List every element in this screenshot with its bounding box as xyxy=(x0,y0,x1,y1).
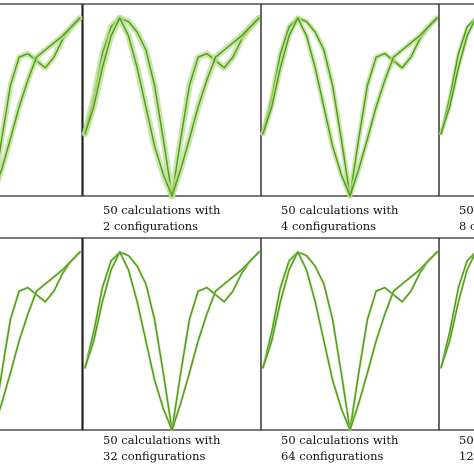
series-2-line xyxy=(262,251,438,431)
panel-5: ons with xyxy=(0,237,83,431)
panel-caption-line1: 50 xyxy=(459,203,474,217)
panel-frame xyxy=(438,237,474,431)
series-1-line xyxy=(440,252,474,369)
panel-frame xyxy=(0,3,83,197)
panel-3: 50 calculations with 4 configurations xyxy=(260,3,440,233)
panel-caption-line1: 50 xyxy=(459,433,474,447)
series-1-line xyxy=(0,251,81,389)
panel-caption-line1: 50 calculations with xyxy=(281,433,399,447)
panel-7: 50 calculations with 64 configurations xyxy=(260,237,440,463)
series-2-spread xyxy=(439,253,474,369)
series-1-line xyxy=(0,17,81,155)
series-2-line xyxy=(440,20,474,135)
panel-caption-line2: 8 c xyxy=(459,219,474,233)
panel-caption-line2: 32 configurations xyxy=(103,449,205,463)
panel-caption-line2: 64 configurations xyxy=(281,449,383,463)
panel-4: 508 c xyxy=(438,3,474,233)
series-2-line xyxy=(262,17,438,197)
series-1-spread xyxy=(439,252,474,369)
panel-caption-line1: 50 calculations with xyxy=(103,433,221,447)
series-1-spread xyxy=(261,250,439,432)
series-2-line xyxy=(84,251,260,431)
series-1-spread xyxy=(0,250,82,393)
panel-caption-line2: 4 configurations xyxy=(281,219,376,233)
panel-frame xyxy=(0,237,83,431)
series-2-spread xyxy=(83,250,261,432)
panel-6: 50 calculations with 32 configurations xyxy=(82,237,262,463)
series-1-spread xyxy=(83,250,261,432)
series-2-line xyxy=(0,17,81,177)
panel-caption-line1: 50 calculations with xyxy=(103,203,221,217)
panel-frame xyxy=(438,3,474,197)
series-2-line xyxy=(84,17,260,197)
series-2-spread xyxy=(81,14,263,200)
series-1-line xyxy=(440,18,474,135)
panel-caption-line2: 2 configurations xyxy=(103,219,198,233)
panel-8: 50128 xyxy=(438,237,474,463)
series-1-spread xyxy=(439,17,474,136)
panel-2: 50 calculations with 2 configurations xyxy=(81,3,263,233)
series-2-spread xyxy=(261,250,439,432)
panel-1: ons withon xyxy=(0,3,83,197)
series-1-line xyxy=(262,251,438,431)
series-2-spread xyxy=(260,15,440,199)
panel-caption-line2: 128 xyxy=(459,449,474,463)
series-2-spread xyxy=(0,15,83,184)
series-1-spread xyxy=(0,15,83,169)
series-1-line xyxy=(84,251,260,431)
series-2-line xyxy=(440,254,474,369)
series-2-line xyxy=(0,251,81,411)
series-2-spread xyxy=(0,250,82,413)
panel-caption-line1: 50 calculations with xyxy=(281,203,399,217)
